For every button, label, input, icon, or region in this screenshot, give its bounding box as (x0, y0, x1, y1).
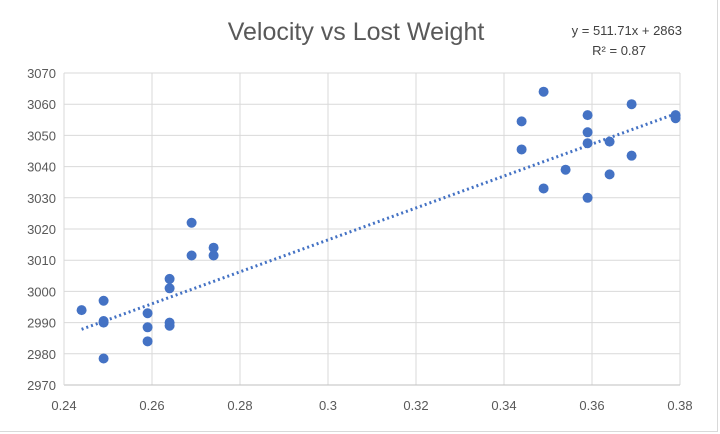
data-point (670, 113, 681, 124)
data-point (142, 308, 153, 319)
data-point (208, 250, 219, 261)
y-tick-label: 3000 (27, 284, 56, 299)
data-point (164, 283, 175, 294)
data-point (208, 242, 219, 253)
chart-title: Velocity vs Lost Weight (228, 18, 485, 46)
data-point (516, 144, 527, 155)
data-point (186, 217, 197, 228)
x-tick-label: 0.38 (667, 398, 692, 413)
trendline-r-squared: R² = 0.87 (592, 43, 646, 58)
data-point (626, 150, 637, 161)
data-point (98, 353, 109, 364)
data-point (164, 273, 175, 284)
data-points (76, 86, 681, 364)
data-point (98, 295, 109, 306)
y-tick-label: 3070 (27, 66, 56, 81)
y-tick-label: 2990 (27, 316, 56, 331)
x-tick-label: 0.32 (403, 398, 428, 413)
data-point (582, 138, 593, 149)
data-point (582, 110, 593, 121)
x-tick-label: 0.28 (227, 398, 252, 413)
data-point (76, 305, 87, 316)
data-point (98, 316, 109, 327)
y-tick-label: 2980 (27, 347, 56, 362)
data-point (164, 320, 175, 331)
data-point (604, 136, 615, 147)
x-tick-label: 0.34 (491, 398, 516, 413)
y-tick-label: 2970 (27, 378, 56, 393)
x-tick-label: 0.36 (579, 398, 604, 413)
data-point (582, 127, 593, 138)
data-point (626, 99, 637, 110)
data-point (142, 322, 153, 333)
y-tick-label: 3050 (27, 128, 56, 143)
data-point (516, 116, 527, 127)
trendline (81, 112, 677, 331)
data-point (560, 164, 571, 175)
axes: 2970 2980 2990 3000 3010 3020 3030 3040 3050 3060… (27, 66, 693, 413)
x-tick-label: 0.24 (51, 398, 76, 413)
x-tick-label: 0.3 (319, 398, 337, 413)
x-tick-label: 0.26 (139, 398, 164, 413)
y-tick-label: 3060 (27, 97, 56, 112)
data-point (538, 86, 549, 97)
data-point (538, 183, 549, 194)
y-tick-label: 3040 (27, 160, 56, 175)
data-point (186, 250, 197, 261)
data-point (582, 192, 593, 203)
y-tick-label: 3010 (27, 253, 56, 268)
data-point (604, 169, 615, 180)
trendline-group (81, 112, 677, 331)
trendline-equation: y = 511.71x + 2863 (572, 23, 682, 38)
y-tick-label: 3020 (27, 222, 56, 237)
y-tick-label: 3030 (27, 191, 56, 206)
data-point (142, 336, 153, 347)
